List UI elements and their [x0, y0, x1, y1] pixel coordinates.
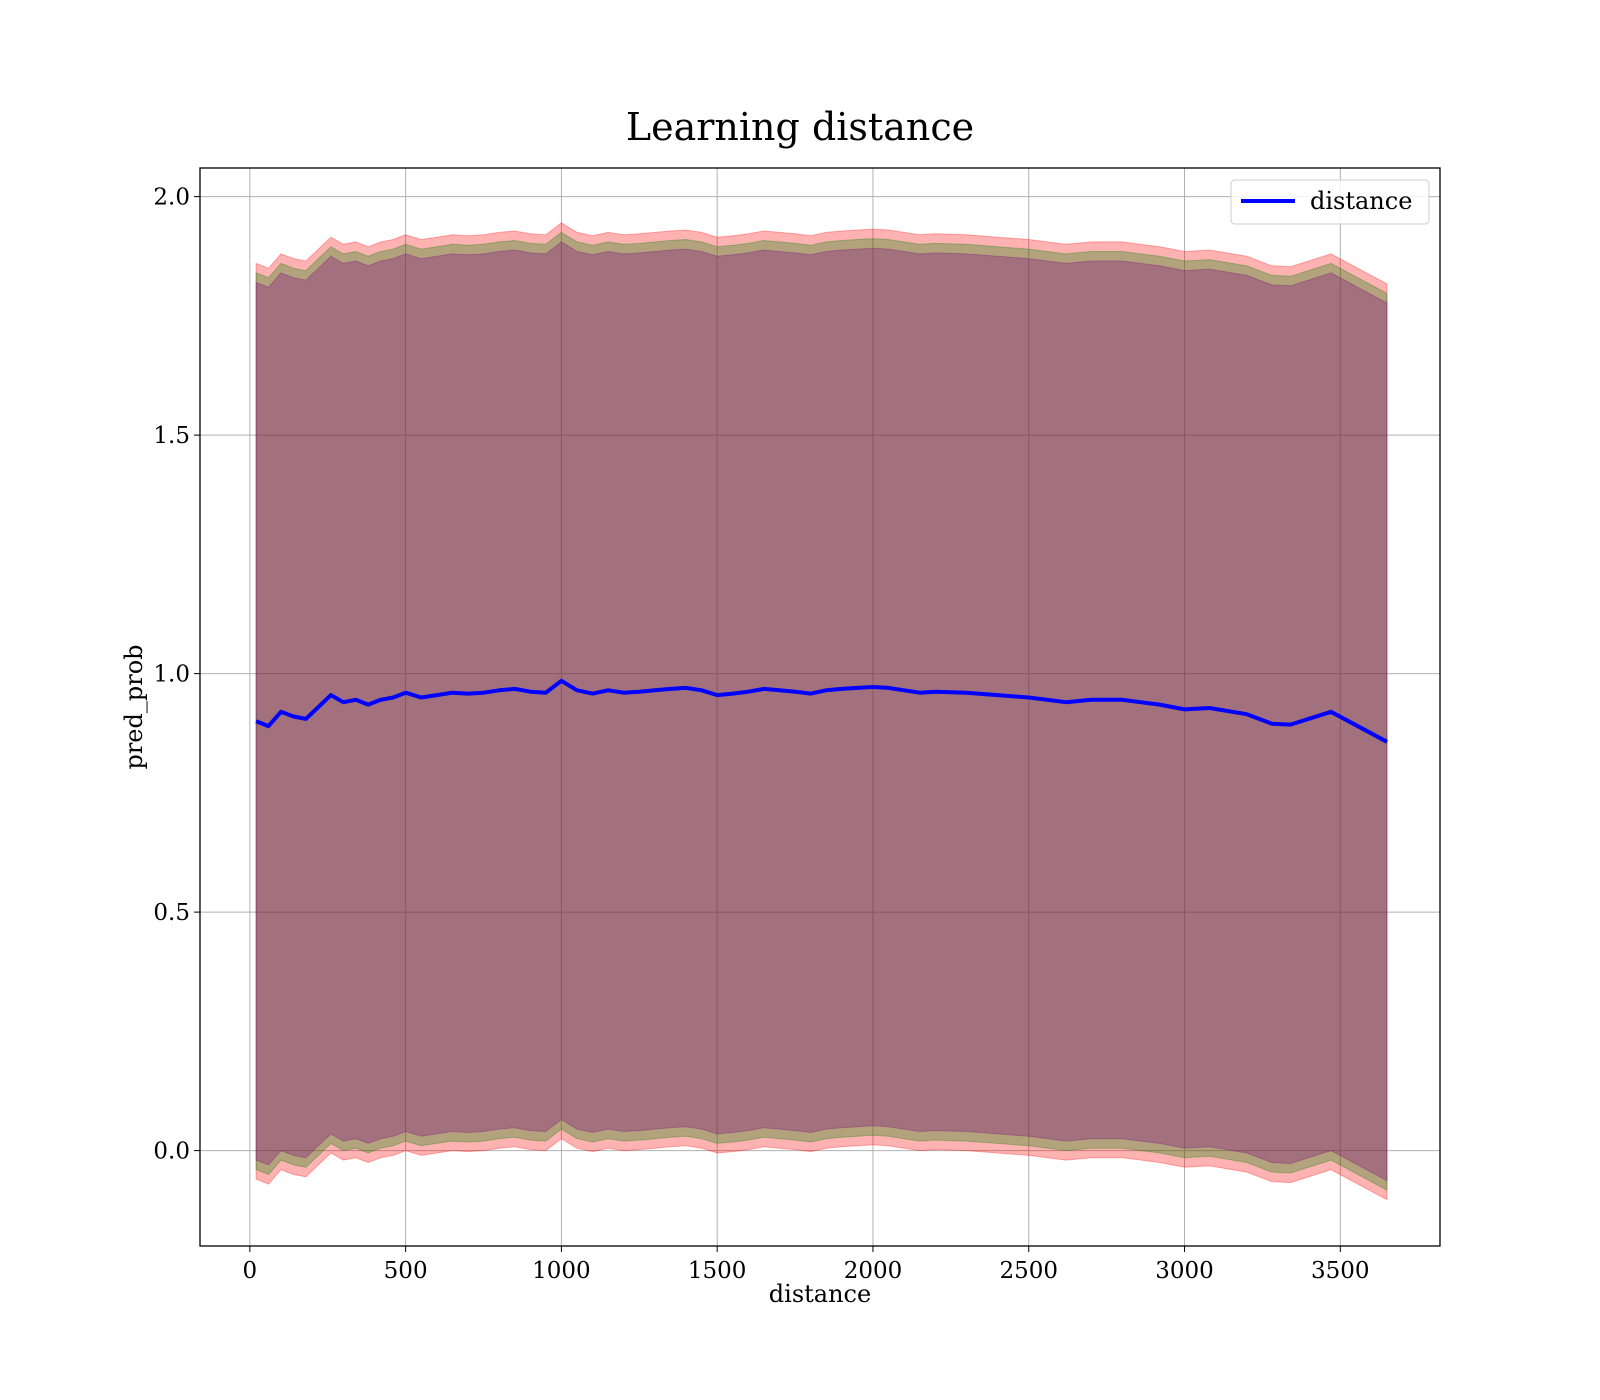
plot-frame [199, 167, 1441, 1247]
grid-layer [200, 168, 1440, 1246]
band-layer [255, 222, 1388, 1201]
y-tick-label: 2.0 [153, 185, 190, 211]
series-line-distance [255, 678, 1388, 744]
y-axis-label: pred_prob [120, 644, 148, 769]
chart-title: Learning distance [626, 105, 974, 149]
legend: distance [1230, 179, 1430, 225]
tick-layer: 0 500 1000 1500 2000 2500 3000 3500 0.0 0.5 1.0 1.5… [153, 185, 1369, 1284]
y-tick-label: 0.0 [153, 1139, 190, 1165]
x-tick-label: 1500 [688, 1258, 747, 1284]
x-tick-label: 1000 [532, 1258, 591, 1284]
x-tick-label: 3000 [1155, 1258, 1214, 1284]
line-layer [255, 678, 1388, 744]
x-tick-label: 0 [243, 1258, 258, 1284]
confidence-band [255, 222, 1388, 1201]
x-tick-label: 2000 [844, 1258, 903, 1284]
x-tick-label: 2500 [999, 1258, 1058, 1284]
y-tick-label: 1.5 [153, 423, 190, 449]
y-tick-label: 0.5 [153, 900, 190, 926]
y-tick-label: 1.0 [153, 662, 190, 688]
legend-box [1230, 179, 1430, 225]
confidence-band [255, 241, 1388, 1182]
legend-entry-distance: distance [1310, 187, 1412, 215]
x-axis-label: distance [769, 1280, 871, 1308]
confidence-band [255, 231, 1388, 1192]
x-tick-label: 3500 [1311, 1258, 1370, 1284]
x-tick-label: 500 [384, 1258, 428, 1284]
